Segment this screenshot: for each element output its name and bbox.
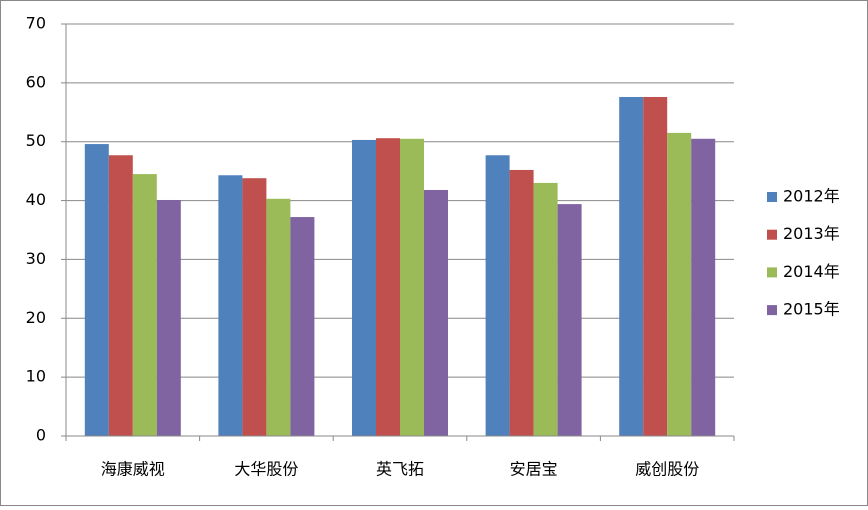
y-tick-label: 0 (36, 426, 46, 445)
bar (218, 175, 243, 436)
bar (509, 169, 534, 437)
y-tick-label: 60 (26, 72, 46, 91)
bar (132, 174, 157, 437)
y-tick-label: 20 (26, 308, 46, 327)
y-tick-label: 40 (26, 190, 46, 209)
legend-swatch (767, 267, 777, 278)
legend-swatch (767, 192, 777, 202)
x-tick-label: 安居宝 (510, 460, 558, 479)
bar (691, 138, 716, 436)
y-tick-label: 50 (26, 131, 46, 150)
x-tick-label: 大华股份 (234, 460, 298, 479)
legend-label: 2012年 (783, 187, 840, 206)
bar (156, 199, 181, 436)
bar (376, 138, 400, 436)
bar (352, 139, 376, 436)
legend-swatch (767, 305, 777, 316)
bar (533, 182, 558, 436)
bar (557, 204, 582, 436)
bar (424, 189, 448, 436)
bar (266, 198, 291, 436)
legend-label: 2014年 (783, 262, 840, 281)
bar (667, 132, 692, 436)
bar (485, 155, 510, 436)
y-tick-label: 70 (26, 14, 46, 33)
legend-label: 2013年 (783, 224, 840, 243)
bar (643, 96, 668, 437)
bar (242, 178, 267, 436)
bar (400, 138, 424, 436)
x-tick-label: 威创股份 (635, 460, 699, 479)
bar (108, 155, 133, 436)
y-tick-label: 30 (26, 249, 46, 268)
y-tick-label: 10 (26, 367, 46, 386)
x-tick-label: 海康威视 (101, 460, 165, 479)
legend-label: 2015年 (783, 300, 840, 319)
bar (619, 96, 644, 437)
x-tick-label: 英飞拓 (376, 460, 424, 479)
bar (290, 217, 315, 436)
bar (84, 144, 109, 436)
legend-swatch (767, 229, 777, 240)
